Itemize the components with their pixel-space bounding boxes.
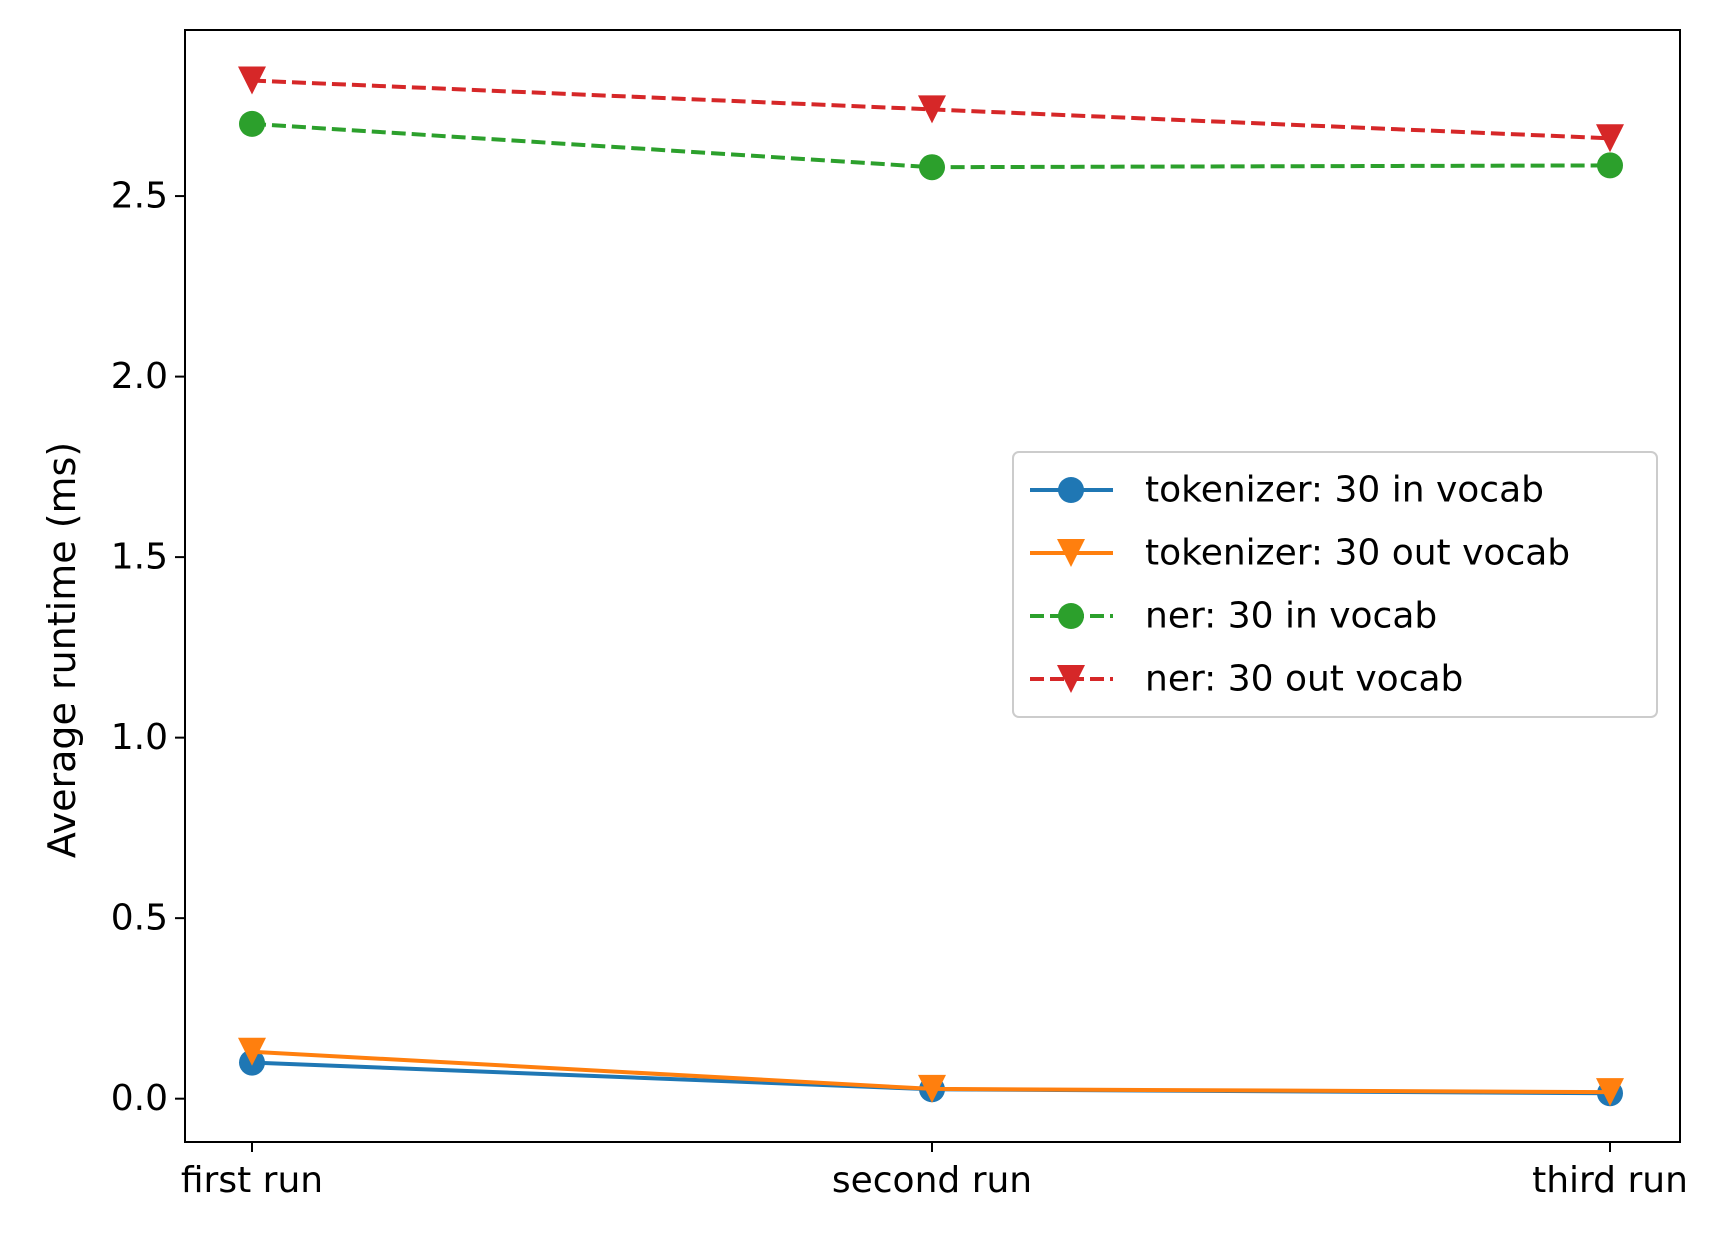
data-point-3-0: [238, 66, 266, 95]
legend: tokenizer: 30 in vocab tokenizer: 30 out …: [1012, 451, 1658, 718]
data-point-1-2: [1596, 1078, 1624, 1107]
legend-label-2: ner: 30 in vocab: [1145, 596, 1437, 637]
x-tick-label-2: third run: [1532, 1160, 1688, 1201]
legend-marker-3: [1057, 665, 1085, 693]
data-point-2-1: [919, 154, 945, 181]
y-tick-label-3: 1.5: [111, 537, 168, 578]
data-point-2-0: [239, 110, 265, 137]
axes: 0.0 0.5 1.0 1.5 2.0 2.5 first run second run thi…: [111, 29, 1688, 1201]
legend-marker-0: [1058, 477, 1084, 503]
y-tick-label-5: 2.5: [111, 176, 168, 217]
x-tick-label-0: first run: [181, 1160, 323, 1201]
y-tick-label-2: 1.0: [111, 717, 168, 758]
data-point-1-0: [238, 1037, 266, 1066]
x-tick-label-1: second run: [832, 1160, 1032, 1201]
legend-label-3: ner: 30 out vocab: [1145, 659, 1463, 700]
y-tick-label-0: 0.0: [111, 1078, 168, 1119]
data-point-2-2: [1597, 152, 1623, 179]
legend-label-0: tokenizer: 30 in vocab: [1145, 470, 1544, 511]
legend-label-1: tokenizer: 30 out vocab: [1145, 533, 1570, 574]
y-tick-label-4: 2.0: [111, 356, 168, 397]
y-tick-label-1: 0.5: [111, 898, 168, 939]
legend-box: [1012, 451, 1658, 718]
legend-marker-2: [1058, 603, 1084, 629]
legend-marker-1: [1057, 539, 1085, 567]
data-point-1-1: [918, 1074, 946, 1103]
data-point-3-1: [918, 95, 946, 124]
y-axis-label: Average runtime (ms): [40, 442, 84, 858]
data-point-3-2: [1596, 124, 1624, 153]
plot-area: [238, 66, 1624, 1107]
